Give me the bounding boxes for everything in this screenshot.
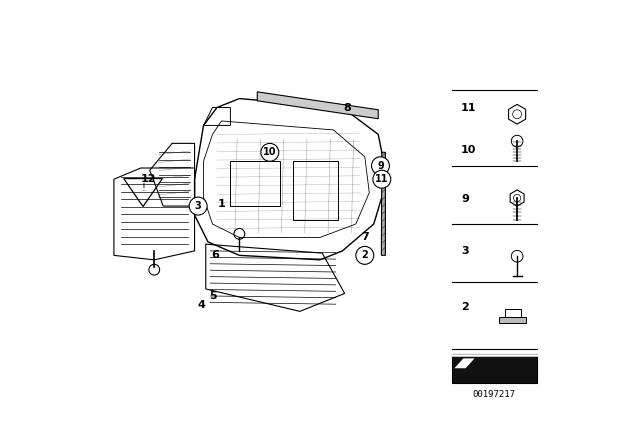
Text: 3: 3 (461, 246, 468, 256)
Text: 9: 9 (377, 161, 384, 171)
Text: 00197217: 00197217 (472, 390, 515, 399)
Text: 4: 4 (198, 300, 205, 310)
Text: 11: 11 (461, 103, 477, 112)
Text: 6: 6 (211, 250, 219, 260)
Circle shape (373, 170, 391, 188)
Polygon shape (499, 317, 526, 323)
Text: 11: 11 (375, 174, 388, 184)
Text: 2: 2 (461, 302, 469, 312)
Text: 2: 2 (362, 250, 368, 260)
FancyBboxPatch shape (452, 354, 538, 383)
Polygon shape (381, 152, 385, 255)
Circle shape (372, 157, 390, 175)
Text: 3: 3 (195, 201, 202, 211)
Text: 5: 5 (209, 291, 217, 301)
Text: 9: 9 (461, 194, 469, 204)
Polygon shape (454, 358, 475, 368)
Polygon shape (257, 92, 378, 119)
Circle shape (189, 197, 207, 215)
Text: 12: 12 (141, 174, 157, 184)
Text: 8: 8 (343, 103, 351, 112)
Text: 7: 7 (361, 233, 369, 242)
Text: !: ! (141, 183, 145, 193)
Text: 1: 1 (218, 199, 225, 209)
Circle shape (356, 246, 374, 264)
Circle shape (261, 143, 279, 161)
Text: 10: 10 (461, 145, 477, 155)
Text: 10: 10 (263, 147, 276, 157)
